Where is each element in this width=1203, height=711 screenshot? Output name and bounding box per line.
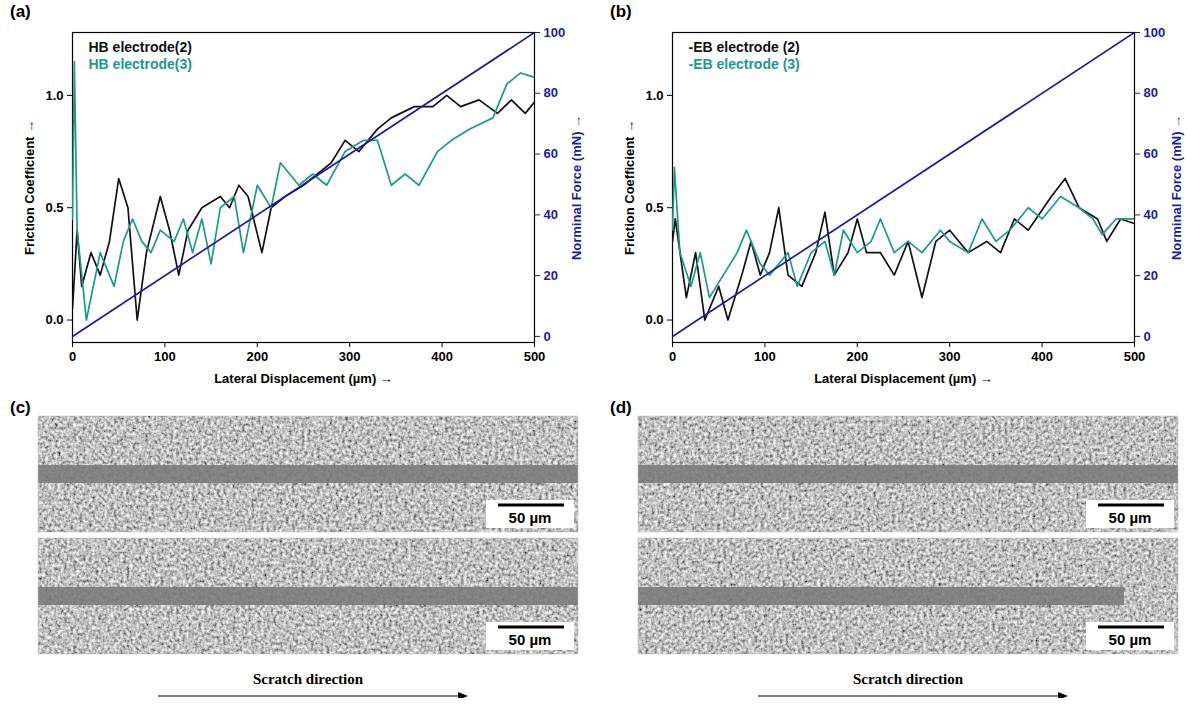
svg-text:Lateral Displacement (µm) →: Lateral Displacement (µm) → — [814, 371, 993, 386]
svg-text:HB electrode(3): HB electrode(3) — [89, 56, 192, 72]
svg-text:50 µm: 50 µm — [509, 631, 552, 648]
svg-text:60: 60 — [544, 146, 558, 161]
svg-text:80: 80 — [544, 85, 558, 100]
html-text:(c): (c) — [10, 398, 31, 417]
svg-text:-EB electrode (3): -EB electrode (3) — [689, 56, 800, 72]
svg-text:200: 200 — [846, 349, 868, 364]
svg-text:40: 40 — [1144, 207, 1158, 222]
svg-text:-EB electrode (2): -EB electrode (2) — [689, 39, 800, 55]
svg-text:200: 200 — [246, 349, 268, 364]
svg-text:Scratch direction: Scratch direction — [853, 671, 964, 687]
svg-text:0.0: 0.0 — [645, 312, 663, 327]
svg-text:Norminal Force (mN) →: Norminal Force (mN) → — [1169, 115, 1184, 260]
svg-text:50 µm: 50 µm — [1109, 509, 1152, 526]
svg-text:50 µm: 50 µm — [509, 509, 552, 526]
svg-text:0.5: 0.5 — [45, 200, 63, 215]
svg-text:500: 500 — [524, 349, 546, 364]
svg-text:400: 400 — [431, 349, 453, 364]
svg-text:1.0: 1.0 — [645, 88, 663, 103]
svg-text:0: 0 — [669, 349, 676, 364]
svg-text:100: 100 — [544, 25, 566, 40]
svg-text:Friction Coefficient →: Friction Coefficient → — [622, 120, 637, 255]
html-text:(b): (b) — [610, 2, 632, 21]
svg-text:500: 500 — [1124, 349, 1146, 364]
svg-text:20: 20 — [544, 268, 558, 283]
svg-text:400: 400 — [1031, 349, 1053, 364]
svg-text:0: 0 — [544, 329, 551, 344]
svg-text:Lateral Displacement (µm) →: Lateral Displacement (µm) → — [214, 371, 393, 386]
svg-text:50 µm: 50 µm — [1109, 631, 1152, 648]
svg-text:0.5: 0.5 — [645, 200, 663, 215]
svg-text:300: 300 — [339, 349, 361, 364]
svg-text:1.0: 1.0 — [45, 88, 63, 103]
html-text:(a): (a) — [10, 2, 31, 21]
svg-text:Friction Coefficient →: Friction Coefficient → — [22, 120, 37, 255]
svg-text:Norminal Force (mN) →: Norminal Force (mN) → — [569, 115, 584, 260]
html-text:(d): (d) — [610, 398, 632, 417]
svg-text:Scratch direction: Scratch direction — [253, 671, 364, 687]
svg-text:300: 300 — [939, 349, 961, 364]
svg-text:80: 80 — [1144, 85, 1158, 100]
svg-text:60: 60 — [1144, 146, 1158, 161]
svg-text:0.0: 0.0 — [45, 312, 63, 327]
svg-text:100: 100 — [754, 349, 776, 364]
svg-text:HB electrode(2): HB electrode(2) — [89, 39, 192, 55]
svg-text:0: 0 — [69, 349, 76, 364]
svg-text:0: 0 — [1144, 329, 1151, 344]
svg-text:100: 100 — [154, 349, 176, 364]
svg-text:20: 20 — [1144, 268, 1158, 283]
svg-text:100: 100 — [1144, 25, 1166, 40]
svg-text:40: 40 — [544, 207, 558, 222]
